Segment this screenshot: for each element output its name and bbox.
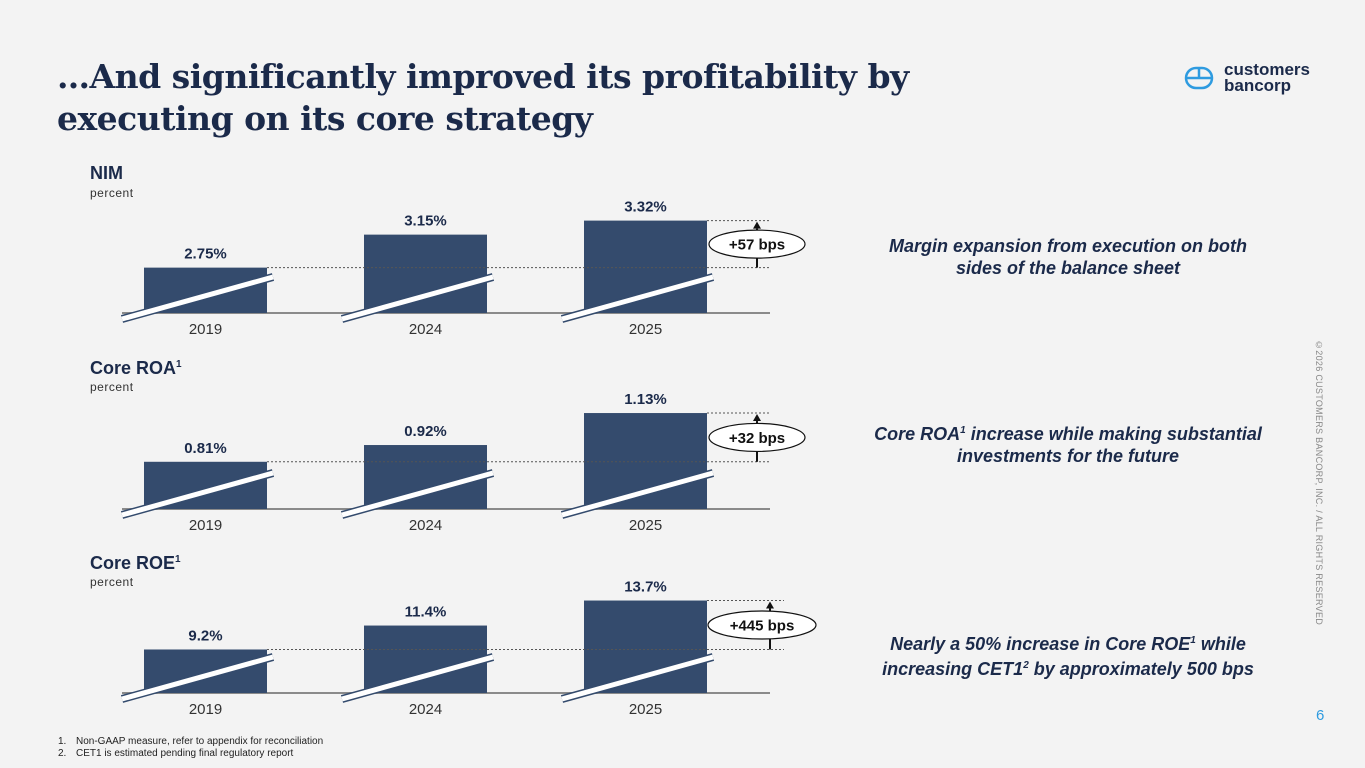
nim-note: Margin expansion from execution on both … [888,236,1248,278]
roe-title-text: Core ROE [90,553,176,573]
roe-axis-break [561,654,714,702]
footnote-2-text: CET1 is estimated pending final regulato… [76,748,294,759]
nim-value-label: 2.75% [184,246,227,263]
roa-change-label: +32 bps [729,430,785,447]
roe-note-c: by approximately 500 bps [1028,659,1254,679]
roa-category-label: 2019 [189,517,222,534]
footnote-1: 1. Non-GAAP measure, refer to appendix fo… [58,736,323,748]
roa-arrow-head-icon [753,414,761,422]
roe-category-label: 2025 [629,701,662,718]
logo-line2: bancorp [1224,76,1292,95]
roe-title-sup: 1 [175,554,181,565]
roa-note-a: Core ROA [874,424,961,444]
nim-value-label: 3.32% [624,199,667,216]
nim-axis-break [561,274,714,322]
roe-change-label: +445 bps [730,618,795,635]
page-number: 6 [1316,707,1325,724]
roa-category-label: 2025 [629,517,662,534]
roe-note-a: Nearly a 50% increase in Core ROE [890,634,1191,654]
nim-category-label: 2024 [409,321,442,338]
roe-note: Nearly a 50% increase in Core ROE1 while… [868,630,1268,680]
roa-change-badge [708,422,806,453]
slide-title: …And significantly improved its profitab… [57,57,909,138]
roe-change-badge [707,610,817,640]
roa-title: Core ROA1 [90,358,182,379]
roa-category-label: 2024 [409,517,442,534]
roe-note-sup2: 2 [1023,660,1029,671]
roa-title-text: Core ROA [90,358,177,378]
footnote-2-num: 2. [58,748,67,759]
roe-axis-break [121,654,274,702]
nim-title-text: NIM [90,163,123,183]
footnote-1-num: 1. [58,736,67,747]
roa-value-label: 0.81% [184,440,227,457]
roa-note-sup: 1 [960,425,966,436]
roa-subtitle: percent [90,380,134,394]
roa-axis-break [561,470,714,518]
nim-category-label: 2019 [189,321,222,338]
roe-arrow-head-icon [766,601,774,609]
nim-bar-2024 [364,234,487,313]
roe-value-label: 11.4% [405,604,447,621]
roa-value-label: 1.13% [624,391,667,408]
roa-note-b: increase while making substantial invest… [956,424,1262,466]
roa-title-sup: 1 [176,359,182,370]
logo-line1: customers [1224,60,1310,79]
roe-category-label: 2024 [409,701,442,718]
footnotes: 1. Non-GAAP measure, refer to appendix fo… [58,736,323,760]
footnote-1-text: Non-GAAP measure, refer to appendix for … [76,736,324,747]
footnote-2: 2. CET1 is estimated pending final regula… [58,748,323,760]
roe-subtitle: percent [90,575,134,589]
roa-axis-break [341,470,494,518]
roa-note: Core ROA1 increase while making substant… [868,420,1268,467]
nim-axis-break [121,274,274,322]
nim-value-label: 3.15% [404,213,447,230]
roe-title: Core ROE1 [90,553,181,574]
roe-note-b: while increasing CET1 [882,634,1246,679]
roe-value-label: 9.2% [188,627,222,644]
nim-change-label: +57 bps [729,237,785,254]
roe-category-label: 2019 [189,701,222,718]
nim-category-label: 2025 [629,321,662,338]
roa-axis-break [121,470,274,518]
nim-arrow-head-icon [753,221,761,229]
roe-bar-2024 [364,625,487,693]
logo: customers bancorp [1184,60,1310,95]
roe-note-sup: 1 [1190,635,1196,646]
nim-axis-break [341,274,494,322]
nim-title: NIM [90,163,123,184]
nim-change-badge [708,229,806,259]
roe-axis-break [341,654,494,702]
copyright: ©2026 CUSTOMERS BANCORP, INC. / ALL RIGH… [1314,340,1324,626]
logo-icon [1184,66,1214,90]
roe-value-label: 13.7% [624,579,667,596]
nim-subtitle: percent [90,186,134,200]
roa-value-label: 0.92% [404,423,447,440]
